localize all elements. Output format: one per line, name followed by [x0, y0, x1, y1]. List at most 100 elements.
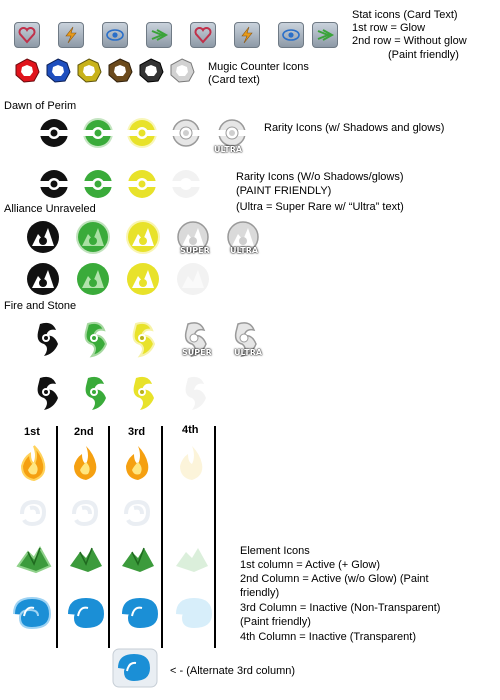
alliance-super-rare-icon-plain	[177, 263, 209, 295]
mugic-title: Mugic Counter Icons	[208, 61, 309, 73]
rarity-rare-icon-plain	[126, 170, 158, 198]
air-element-icon-inactive	[124, 499, 151, 527]
column-header-3rd: 3rd	[128, 426, 146, 438]
speed-arrow-icon-plain	[312, 22, 338, 48]
mugic-counter-icons	[12, 56, 202, 86]
earth-element-icon-transparent	[176, 548, 208, 572]
elements-col3-a: 3rd Column = Inactive (Non-Transparent)	[240, 602, 441, 614]
alliance-rare-icon-plain	[127, 263, 159, 295]
rarity-rare-icon	[126, 118, 158, 148]
air-element-icon-active-glow	[20, 499, 47, 527]
fire-stone-super-rare-icon-plain	[185, 376, 206, 410]
rarity-uncommon-icon-plain	[82, 170, 114, 198]
water-element-icon-alternate	[112, 648, 158, 688]
fire-stone-common-icon-plain	[37, 376, 58, 410]
fire-stone-rarity-row-glow	[37, 321, 257, 358]
fire-element-icon-active	[74, 446, 97, 480]
water-element-row	[13, 596, 212, 630]
alliance-super-rare-icon	[177, 221, 209, 253]
fire-stone-uncommon-icon	[84, 321, 108, 358]
mugic-counter-icon-yellow	[77, 58, 102, 83]
ultra-note: (Ultra = Super Rare w/ “Ultra” text)	[236, 201, 404, 213]
fire-stone-ultra-badge: ULTRA	[234, 348, 263, 357]
fire-element-row	[20, 445, 203, 482]
earth-element-icon-active-glow	[16, 546, 52, 574]
rarity-common-icon	[38, 119, 70, 147]
alliance-ultra-badge: ULTRA	[230, 246, 259, 255]
wisdom-eye-icon	[102, 22, 128, 48]
column-header-4th: 4th	[182, 424, 199, 436]
section-alliance-unraveled: Alliance Unraveled	[4, 203, 96, 215]
dawn-rarity-row-plain	[38, 170, 202, 198]
courage-heart-icon	[14, 22, 40, 48]
fire-element-icon-inactive	[126, 446, 149, 480]
column-divider-4	[214, 426, 216, 648]
alternate-note: < - (Alternate 3rd column)	[170, 665, 296, 677]
mugic-counter-icon-brown	[108, 58, 133, 83]
earth-element-icon-inactive	[122, 547, 154, 572]
alliance-common-icon	[27, 221, 59, 253]
alliance-common-icon-plain	[27, 263, 59, 295]
mugic-counter-icon-red	[15, 58, 40, 83]
mugic-counter-icon-black	[139, 58, 164, 83]
courage-heart-icon-plain	[190, 22, 216, 48]
elements-col1: 1st column = Active (+ Glow)	[240, 559, 380, 571]
fire-element-icon-active-glow	[20, 445, 46, 482]
alliance-rarity-row-glow	[27, 220, 259, 254]
speed-arrow-icon	[146, 22, 172, 48]
dawn-rarity-row-glow	[38, 118, 248, 148]
fire-stone-super-rare-icon	[184, 322, 207, 358]
mugic-subtitle: (Card text)	[208, 74, 260, 86]
column-header-2nd: 2nd	[74, 426, 94, 438]
column-header-1st: 1st	[24, 426, 40, 438]
stat-icons-title: Stat icons (Card Text)	[352, 9, 458, 21]
alliance-super-badge: SUPER	[180, 246, 210, 255]
stat-icons-line2: 2nd row = Without glow	[352, 35, 467, 47]
fire-stone-common-icon	[37, 322, 58, 356]
column-divider-2	[108, 426, 110, 648]
column-divider-3	[161, 426, 163, 648]
mugic-counter-icon-generic	[170, 58, 195, 83]
alliance-uncommon-icon-plain	[77, 263, 109, 295]
elements-col3-b: (Paint friendly)	[240, 616, 311, 628]
ultra-badge: ULTRA	[214, 145, 243, 154]
rarity-common-icon-plain	[38, 170, 70, 198]
elements-title: Element Icons	[240, 545, 310, 557]
column-divider-1	[56, 426, 58, 648]
water-element-icon-transparent	[176, 598, 212, 628]
elements-col2-a: 2nd Column = Active (w/o Glow) (Paint	[240, 573, 429, 585]
stat-icons-line3: (Paint friendly)	[388, 49, 459, 61]
section-dawn-of-perim: Dawn of Perim	[4, 100, 77, 112]
power-lightning-icon-plain	[234, 22, 260, 48]
fire-element-icon-transparent	[180, 446, 203, 480]
stat-icons-line1: 1st row = Glow	[352, 22, 426, 34]
earth-element-row	[16, 546, 208, 574]
alliance-rare-icon	[126, 220, 160, 254]
mugic-counter-icon-blue	[46, 58, 71, 83]
water-element-icon-active	[68, 598, 104, 628]
rarity-super-rare-icon	[170, 119, 202, 147]
elements-col2-b: friendly)	[240, 587, 280, 599]
alliance-uncommon-icon	[76, 220, 110, 254]
alliance-ultra-rare-icon	[227, 221, 259, 253]
fire-stone-rare-icon	[132, 321, 156, 358]
water-element-icon-inactive	[122, 598, 158, 628]
power-lightning-icon	[58, 22, 84, 48]
fire-stone-ultra-rare-icon	[234, 322, 257, 358]
elements-col4: 4th Column = Inactive (Transparent)	[240, 631, 416, 643]
rarity-plain-label-2: (PAINT FRIENDLY)	[236, 185, 332, 197]
section-fire-and-stone: Fire and Stone	[4, 300, 77, 312]
earth-element-icon-active	[70, 547, 102, 572]
air-element-row	[20, 499, 151, 527]
air-element-icon-active	[72, 499, 99, 527]
fire-stone-uncommon-icon-plain	[85, 376, 106, 410]
rarity-glow-label: Rarity Icons (w/ Shadows and glows)	[264, 122, 445, 134]
fire-stone-rare-icon-plain	[133, 376, 154, 410]
alliance-rarity-row-plain	[27, 263, 209, 295]
rarity-uncommon-icon	[82, 118, 114, 148]
stat-icons-row	[14, 18, 338, 58]
water-element-icon-active-glow	[13, 596, 52, 630]
fire-stone-rarity-row-plain	[37, 376, 206, 410]
rarity-ultra-rare-icon	[216, 119, 248, 147]
fire-stone-super-badge: SUPER	[182, 348, 212, 357]
